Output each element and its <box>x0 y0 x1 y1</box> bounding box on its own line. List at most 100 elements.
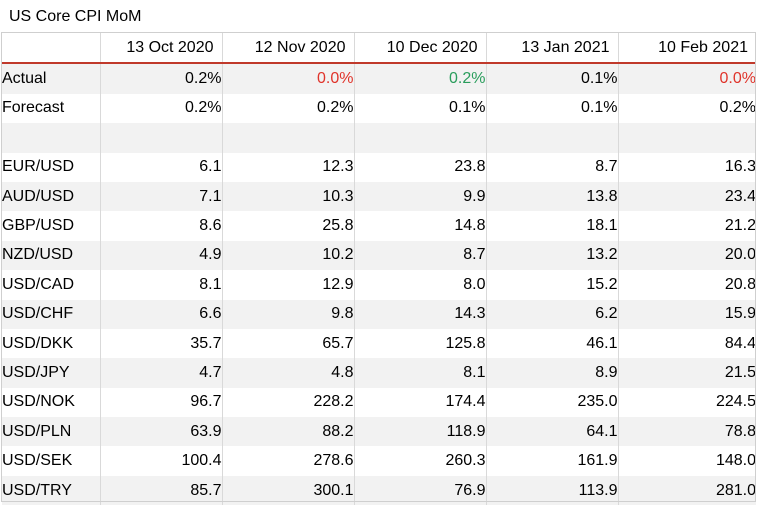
pair-label: USD/TRY <box>2 475 100 505</box>
pair-value: 4.9 <box>99 240 222 271</box>
pair-value: 228.2 <box>221 387 354 418</box>
actual-value: 0.0% <box>221 63 354 94</box>
table-row: USD/DKK 35.7 65.7 125.8 46.1 84.4 <box>2 328 756 359</box>
pair-value: 21.2 <box>617 211 756 241</box>
spacer-row <box>2 123 756 153</box>
pair-value: 20.8 <box>617 270 756 300</box>
pair-value: 23.4 <box>617 181 756 212</box>
pair-value: 63.9 <box>99 417 222 447</box>
table-row: USD/SEK 100.4 278.6 260.3 161.9 148.0 <box>2 446 756 476</box>
pair-label: EUR/USD <box>2 158 75 176</box>
pair-value: 6.2 <box>485 299 618 329</box>
date-header: 13 Jan 2021 <box>485 33 618 65</box>
pair-label: USD/CHF <box>2 299 100 329</box>
pair-label: GBP/USD <box>2 217 75 235</box>
actual-value: 0.0% <box>617 63 756 94</box>
forecast-value: 0.1% <box>485 93 618 124</box>
pair-value: 15.2 <box>485 270 618 300</box>
pair-value: 25.8 <box>221 211 354 241</box>
pair-label: USD/DKK <box>2 334 74 352</box>
pair-value: 46.1 <box>485 328 618 359</box>
actual-value: 0.2% <box>353 63 486 94</box>
pair-value: 96.7 <box>99 387 222 418</box>
pair-value: 12.3 <box>221 152 354 182</box>
pair-value: 88.2 <box>221 417 354 447</box>
forecast-value: 0.2% <box>617 93 756 124</box>
pair-value: 118.9 <box>353 417 486 447</box>
pair-value: 4.8 <box>221 358 354 388</box>
pair-value: 7.1 <box>99 181 222 212</box>
pair-value: 6.1 <box>99 152 222 182</box>
pair-value: 100.4 <box>99 446 222 476</box>
pair-value: 235.0 <box>485 387 618 418</box>
date-header: 10 Dec 2020 <box>353 33 486 65</box>
table-row: USD/TRY 85.7 300.1 76.9 113.9 281.0 <box>2 475 756 505</box>
pair-label: USD/CAD <box>2 275 75 293</box>
forecast-row: Forecast 0.2% 0.2% 0.1% 0.1% 0.2% <box>2 93 756 124</box>
pair-value: 20.0 <box>617 240 756 271</box>
table-row: AUD/USD 7.1 10.3 9.9 13.8 23.4 <box>2 181 756 212</box>
pair-value: 14.3 <box>353 299 486 329</box>
pair-value: 84.4 <box>617 328 756 359</box>
date-header: 12 Nov 2020 <box>221 33 354 65</box>
pair-label: USD/NOK <box>2 393 75 411</box>
pair-value: 18.1 <box>485 211 618 241</box>
table-row: USD/PLN 63.9 88.2 118.9 64.1 78.8 <box>2 417 756 447</box>
cpi-volatility-table: 13 Oct 2020 12 Nov 2020 10 Dec 2020 13 J… <box>2 33 756 505</box>
forecast-label: Forecast <box>2 99 65 117</box>
pair-value: 8.7 <box>485 152 618 182</box>
pair-value: 8.1 <box>353 358 486 388</box>
pair-value: 85.7 <box>99 475 222 505</box>
pair-value: 21.5 <box>617 358 756 388</box>
pair-value: 9.8 <box>221 299 354 329</box>
pair-value: 35.7 <box>99 328 222 359</box>
actual-value: 0.1% <box>485 63 618 94</box>
pair-value: 224.5 <box>617 387 756 418</box>
header-corner-cell <box>2 33 100 65</box>
date-header: 13 Oct 2020 <box>99 33 222 65</box>
pair-value: 148.0 <box>617 446 756 476</box>
date-header: 10 Feb 2021 <box>617 33 756 65</box>
pair-value: 23.8 <box>353 152 486 182</box>
pair-value: 300.1 <box>221 475 354 505</box>
pair-value: 64.1 <box>485 417 618 447</box>
pair-value: 278.6 <box>221 446 354 476</box>
table-row: USD/NOK 96.7 228.2 174.4 235.0 224.5 <box>2 387 756 418</box>
pair-value: 15.9 <box>617 299 756 329</box>
pair-label: AUD/USD <box>2 181 100 212</box>
pair-value: 14.8 <box>353 211 486 241</box>
table-row: NZD/USD 4.9 10.2 8.7 13.2 20.0 <box>2 240 756 271</box>
pair-value: 281.0 <box>617 475 756 505</box>
pair-label: USD/SEK <box>2 452 73 470</box>
pair-value: 6.6 <box>99 299 222 329</box>
pair-value: 8.9 <box>485 358 618 388</box>
header-row: 13 Oct 2020 12 Nov 2020 10 Dec 2020 13 J… <box>2 33 756 65</box>
forecast-value: 0.2% <box>99 93 222 124</box>
pair-label: USD/PLN <box>2 417 100 447</box>
forecast-value: 0.1% <box>353 93 486 124</box>
table-title: US Core CPI MoM <box>9 8 142 25</box>
actual-label: Actual <box>2 63 100 94</box>
pair-value: 16.3 <box>617 152 756 182</box>
table-row: USD/CAD 8.1 12.9 8.0 15.2 20.8 <box>2 270 756 300</box>
pair-value: 13.2 <box>485 240 618 271</box>
pair-value: 125.8 <box>353 328 486 359</box>
pair-label: NZD/USD <box>2 240 100 271</box>
pair-value: 78.8 <box>617 417 756 447</box>
pair-value: 174.4 <box>353 387 486 418</box>
pair-value: 260.3 <box>353 446 486 476</box>
table-row: EUR/USD 6.1 12.3 23.8 8.7 16.3 <box>2 152 756 182</box>
pair-value: 8.7 <box>353 240 486 271</box>
table-row: USD/JPY 4.7 4.8 8.1 8.9 21.5 <box>2 358 756 388</box>
pair-value: 12.9 <box>221 270 354 300</box>
pair-value: 10.3 <box>221 181 354 212</box>
table-row: GBP/USD 8.6 25.8 14.8 18.1 21.2 <box>2 211 756 241</box>
pair-label: USD/JPY <box>2 358 100 388</box>
pair-value: 76.9 <box>353 475 486 505</box>
pair-value: 161.9 <box>485 446 618 476</box>
pair-value: 8.6 <box>99 211 222 241</box>
pair-value: 65.7 <box>221 328 354 359</box>
pair-value: 8.0 <box>353 270 486 300</box>
pair-value: 4.7 <box>99 358 222 388</box>
pair-value: 8.1 <box>99 270 222 300</box>
